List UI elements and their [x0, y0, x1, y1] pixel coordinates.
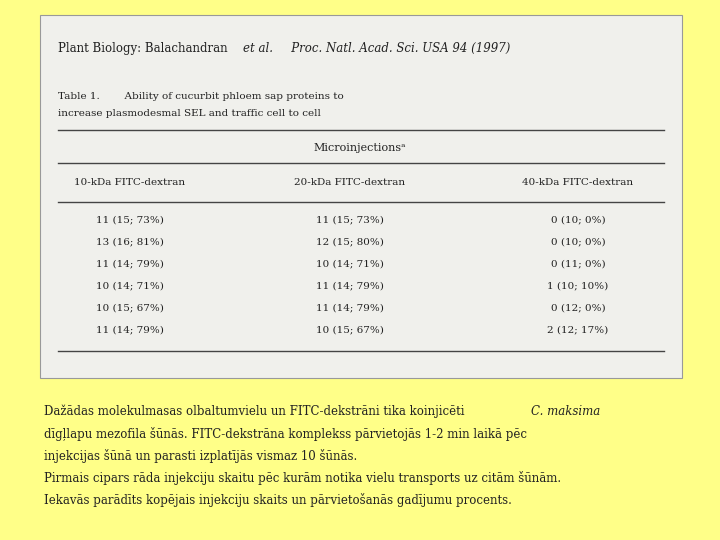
Text: 2 (12; 17%): 2 (12; 17%): [547, 325, 608, 334]
Text: 10 (14; 71%): 10 (14; 71%): [316, 259, 384, 268]
Text: 11 (15; 73%): 11 (15; 73%): [316, 215, 384, 224]
Text: 10-kDa FITC-dextran: 10-kDa FITC-dextran: [74, 178, 186, 187]
Text: 11 (15; 73%): 11 (15; 73%): [96, 215, 164, 224]
Text: Proc. Natl. Acad. Sci. USA 94 (1997): Proc. Natl. Acad. Sci. USA 94 (1997): [280, 42, 510, 55]
Text: 1 (10; 10%): 1 (10; 10%): [547, 281, 608, 290]
Text: 10 (15; 67%): 10 (15; 67%): [96, 303, 164, 312]
Text: 0 (10; 0%): 0 (10; 0%): [551, 215, 606, 224]
Text: Plant Biology: Balachandran: Plant Biology: Balachandran: [58, 42, 231, 55]
Bar: [40, 15, 682, 378]
Text: 0 (11; 0%): 0 (11; 0%): [551, 259, 606, 268]
Text: C. maksima: C. maksima: [531, 405, 600, 418]
Text: 11 (14; 79%): 11 (14; 79%): [316, 303, 384, 312]
Text: dīgļlapu mezofila šūnās. FITC-dekstrāna komplekss pārvietojās 1-2 min laikā pēc: dīgļlapu mezofila šūnās. FITC-dekstrāna …: [44, 427, 527, 441]
Text: 40-kDa FITC-dextran: 40-kDa FITC-dextran: [523, 178, 634, 187]
Text: Iekavās parādīts kopējais injekciju skaits un pārvietošanās gadījumu procents.: Iekavās parādīts kopējais injekciju skai…: [44, 493, 512, 507]
Text: 11 (14; 79%): 11 (14; 79%): [96, 259, 164, 268]
Text: 10 (15; 67%): 10 (15; 67%): [316, 325, 384, 334]
Text: Microinjectionsᵃ: Microinjectionsᵃ: [314, 143, 406, 153]
Text: et al.: et al.: [243, 42, 273, 55]
Text: Ability of cucurbit phloem sap proteins to: Ability of cucurbit phloem sap proteins …: [118, 92, 343, 101]
Text: 0 (12; 0%): 0 (12; 0%): [551, 303, 606, 312]
Text: Dažādas molekulmasas olbaltumvielu un FITC-dekstrāni tika koinjicēti: Dažādas molekulmasas olbaltumvielu un FI…: [44, 405, 468, 418]
Text: 20-kDa FITC-dextran: 20-kDa FITC-dextran: [294, 178, 405, 187]
Text: 0 (10; 0%): 0 (10; 0%): [551, 237, 606, 246]
Text: 13 (16; 81%): 13 (16; 81%): [96, 237, 164, 246]
Text: 12 (15; 80%): 12 (15; 80%): [316, 237, 384, 246]
Text: 11 (14; 79%): 11 (14; 79%): [316, 281, 384, 290]
Text: injekcijas šūnā un parasti izplatījās vismaz 10 šūnās.: injekcijas šūnā un parasti izplatījās vi…: [44, 449, 357, 463]
Text: 10 (14; 71%): 10 (14; 71%): [96, 281, 164, 290]
Text: increase plasmodesmal SEL and traffic cell to cell: increase plasmodesmal SEL and traffic ce…: [58, 109, 321, 118]
Text: 11 (14; 79%): 11 (14; 79%): [96, 325, 164, 334]
Text: Pirmais cipars rāda injekciju skaitu pēc kurām notika vielu transports uz citām : Pirmais cipars rāda injekciju skaitu pēc…: [44, 471, 561, 485]
Text: Table 1.: Table 1.: [58, 92, 100, 101]
